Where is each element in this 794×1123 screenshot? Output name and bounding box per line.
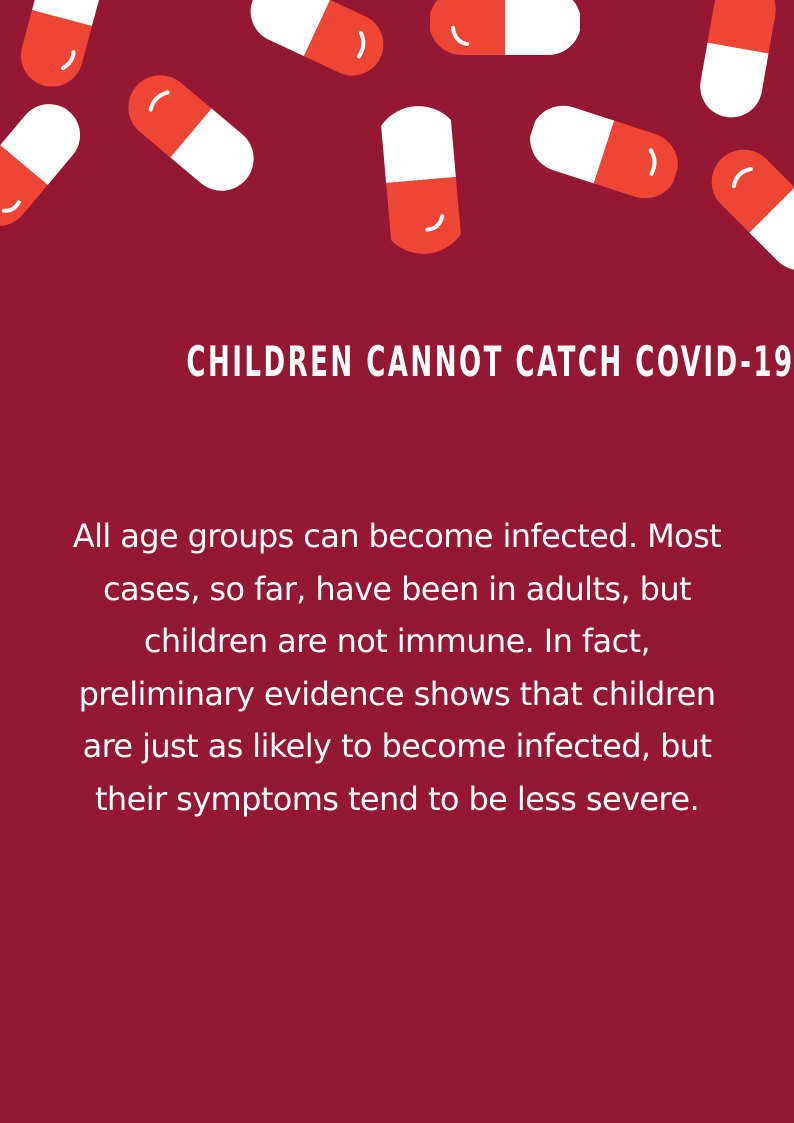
capsule-pill-icon (20, 0, 104, 87)
capsule-pill-icon (711, 149, 794, 271)
capsule-pill-icon (430, 0, 580, 55)
pill-decoration (0, 0, 794, 300)
capsule-pill-icon (700, 0, 776, 118)
capsule-pill-icon (530, 105, 678, 199)
capsule-pill-icon (250, 0, 384, 76)
capsule-pill-icon (379, 106, 463, 254)
capsule-pill-icon (0, 104, 81, 226)
page-title: CHILDREN CANNOT CATCH COVID-19 (0, 332, 794, 392)
capsule-pill-icon (128, 75, 254, 191)
page-title-text: CHILDREN CANNOT CATCH COVID-19 (186, 337, 794, 386)
body-paragraph: All age groups can become infected. Most… (72, 517, 722, 818)
